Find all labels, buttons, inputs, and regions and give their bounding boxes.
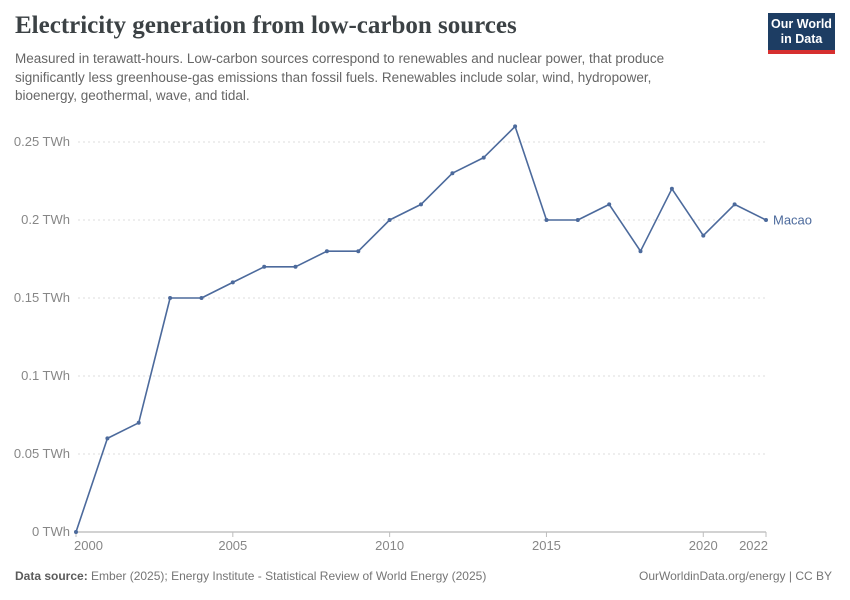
owid-logo-text: Our World in Data xyxy=(768,13,835,50)
y-axis-tick-label: 0.15 TWh xyxy=(14,290,70,305)
y-axis-tick-label: 0 TWh xyxy=(32,524,70,539)
series-label-macao[interactable]: Macao xyxy=(773,213,812,228)
data-point[interactable] xyxy=(199,296,204,300)
data-point[interactable] xyxy=(74,530,78,534)
y-axis-tick-label: 0.2 TWh xyxy=(21,212,70,227)
data-point[interactable] xyxy=(230,280,235,285)
data-point[interactable] xyxy=(168,296,173,300)
owid-logo[interactable]: Our World in Data xyxy=(768,13,835,54)
data-point[interactable] xyxy=(544,218,549,222)
credit-link[interactable]: OurWorldinData.org/energy | CC BY xyxy=(639,569,832,583)
data-point[interactable] xyxy=(419,202,423,207)
data-point[interactable] xyxy=(638,249,643,254)
chart-subtitle-line: significantly less greenhouse-gas emissi… xyxy=(15,69,652,85)
chart-title: Electricity generation from low-carbon s… xyxy=(15,12,517,39)
data-point[interactable] xyxy=(356,249,361,254)
data-point[interactable] xyxy=(262,264,267,269)
x-axis-tick-label: 2015 xyxy=(532,538,561,553)
data-point[interactable] xyxy=(513,124,518,129)
data-point[interactable] xyxy=(324,249,329,254)
data-point[interactable] xyxy=(293,264,298,269)
x-axis-tick-label: 2010 xyxy=(375,538,404,553)
data-source-label: Data source: xyxy=(15,569,88,583)
y-axis-tick-label: 0.05 TWh xyxy=(14,446,70,461)
data-point[interactable] xyxy=(575,218,580,222)
chart-subtitle-line: bioenergy, geothermal, wave, and tidal. xyxy=(15,88,250,103)
data-point[interactable] xyxy=(387,218,392,222)
chart-footer: Data source: Ember (2025); Energy Instit… xyxy=(15,569,832,583)
x-axis-tick-label: 2022 xyxy=(739,538,768,553)
data-source-text: Ember (2025); Energy Institute - Statist… xyxy=(87,569,487,583)
series-line-macao[interactable] xyxy=(75,125,767,533)
logo-accent-bar xyxy=(768,50,835,54)
chart-subtitle: Measured in terawatt-hours. Low-carbon s… xyxy=(15,50,664,106)
data-source: Data source: Ember (2025); Energy Instit… xyxy=(15,569,486,583)
data-point[interactable] xyxy=(136,420,141,425)
data-point[interactable] xyxy=(732,202,737,207)
x-axis-tick-label: 2005 xyxy=(218,538,247,553)
data-point[interactable] xyxy=(669,186,674,191)
data-point[interactable] xyxy=(481,155,486,160)
y-axis-tick-label: 0.25 TWh xyxy=(14,134,70,149)
x-axis-tick-label: 2000 xyxy=(74,538,103,553)
x-axis-tick-label: 2020 xyxy=(689,538,718,553)
chart-subtitle-line: Measured in terawatt-hours. Low-carbon s… xyxy=(15,51,665,66)
data-point[interactable] xyxy=(607,202,612,207)
data-point[interactable] xyxy=(105,436,110,441)
data-point[interactable] xyxy=(450,171,455,176)
y-axis-tick-label: 0.1 TWh xyxy=(21,368,70,383)
data-point[interactable] xyxy=(764,218,768,222)
data-point[interactable] xyxy=(701,233,706,238)
